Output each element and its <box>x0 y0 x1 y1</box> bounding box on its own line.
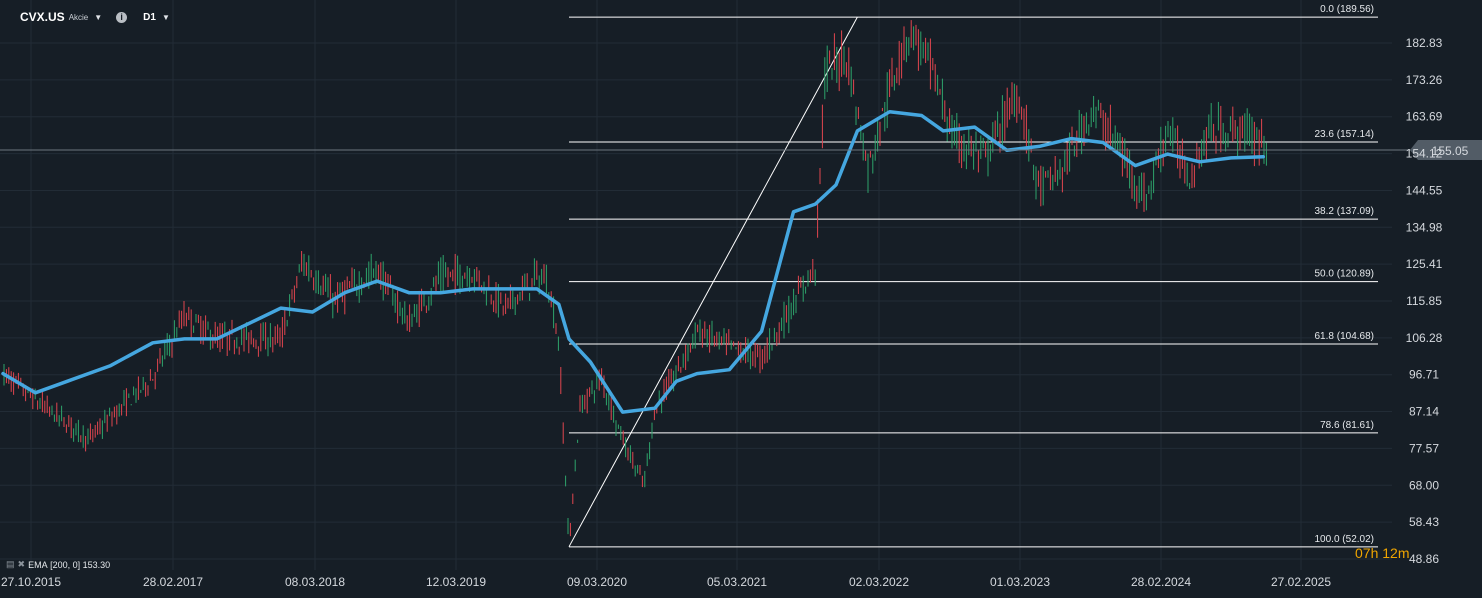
x-tick-label: 02.03.2022 <box>849 575 909 589</box>
x-tick-label: 05.03.2021 <box>707 575 767 589</box>
chart-header: CVX.US Akcie ▼ i D1 ▼ <box>20 10 170 24</box>
indicator-remove-icon[interactable]: ✖ <box>17 559 26 569</box>
y-tick-label: 77.57 <box>1409 441 1439 455</box>
timeframe-label[interactable]: D1 <box>143 11 156 23</box>
fib-level-label: 23.6 (157.14) <box>1315 129 1375 140</box>
y-tick-label: 96.71 <box>1409 368 1439 382</box>
fib-level-label: 100.0 (52.02) <box>1315 534 1375 545</box>
fib-level-label: 78.6 (81.61) <box>1320 420 1374 431</box>
grid-lines <box>0 0 1392 570</box>
y-tick-label: 106.28 <box>1406 331 1443 345</box>
ema-line <box>1 109 1266 414</box>
x-tick-label: 28.02.2024 <box>1131 575 1191 589</box>
indicator-name: EMA <box>28 559 48 570</box>
y-tick-label: 182.83 <box>1406 36 1443 50</box>
fib-level-label: 0.0 (189.56) <box>1320 4 1374 15</box>
y-tick-label: 173.26 <box>1406 73 1443 87</box>
candles <box>3 20 1267 537</box>
y-tick-label: 115.85 <box>1406 294 1442 308</box>
x-tick-label: 01.03.2023 <box>990 575 1050 589</box>
x-tick-label: 12.03.2019 <box>426 575 486 589</box>
current-price-tag <box>1410 140 1482 161</box>
y-tick-label: 163.69 <box>1406 110 1443 124</box>
x-tick-label: 27.02.2025 <box>1271 575 1331 589</box>
x-tick-label: 08.03.2018 <box>285 575 345 589</box>
info-icon[interactable]: i <box>116 11 128 23</box>
trend-line[interactable] <box>568 16 858 548</box>
x-tick-label: 28.02.2017 <box>143 575 203 589</box>
indicator-legend: ▤ ✖ EMA [200, 0] 153.30 <box>6 559 110 570</box>
trend-line-segment <box>568 16 858 548</box>
indicator-value: 153.30 <box>82 559 111 570</box>
fibonacci-retracement[interactable]: 0.0 (189.56) 23.6 (157.14) 38.2 (137.09) 50… <box>569 4 1378 548</box>
ema-200-line <box>1 109 1266 414</box>
y-tick-label: 48.86 <box>1409 552 1439 566</box>
x-axis[interactable]: 27.10.2015 28.02.2017 08.03.2018 12.03.2019… <box>1 575 1331 589</box>
fib-level-label: 38.2 (137.09) <box>1315 206 1375 217</box>
y-tick-label: 68.00 <box>1409 478 1439 492</box>
y-tick-label: 58.43 <box>1409 515 1439 529</box>
y-axis[interactable]: 182.83 173.26 163.69 154.12 144.55 134.98 125.… <box>1406 36 1443 566</box>
indicator-params: [200, 0] <box>50 559 81 570</box>
instrument-type-label: Akcie <box>68 12 89 22</box>
timeframe-dropdown-icon[interactable]: ▼ <box>161 12 170 22</box>
candle-countdown: 07h 12m <box>1355 545 1410 561</box>
y-tick-label: 134.98 <box>1406 220 1443 234</box>
x-tick-label: 09.03.2020 <box>567 575 627 589</box>
y-tick-label: 144.55 <box>1406 183 1443 197</box>
y-tick-label: 125.41 <box>1406 257 1443 271</box>
fib-level-label: 61.8 (104.68) <box>1315 331 1375 342</box>
y-tick-label: 154.12 <box>1406 147 1443 161</box>
y-tick-label: 87.14 <box>1409 405 1439 419</box>
current-price-line: 155.05 <box>0 140 1482 161</box>
symbol-dropdown-icon[interactable]: ▼ <box>94 12 103 22</box>
current-price-label: 155.05 <box>1432 144 1469 158</box>
indicator-settings-icon[interactable]: ▤ <box>6 559 15 569</box>
symbol-label[interactable]: CVX.US <box>20 10 65 24</box>
fib-level-label: 50.0 (120.89) <box>1315 269 1375 280</box>
x-tick-label: 27.10.2015 <box>1 575 61 589</box>
